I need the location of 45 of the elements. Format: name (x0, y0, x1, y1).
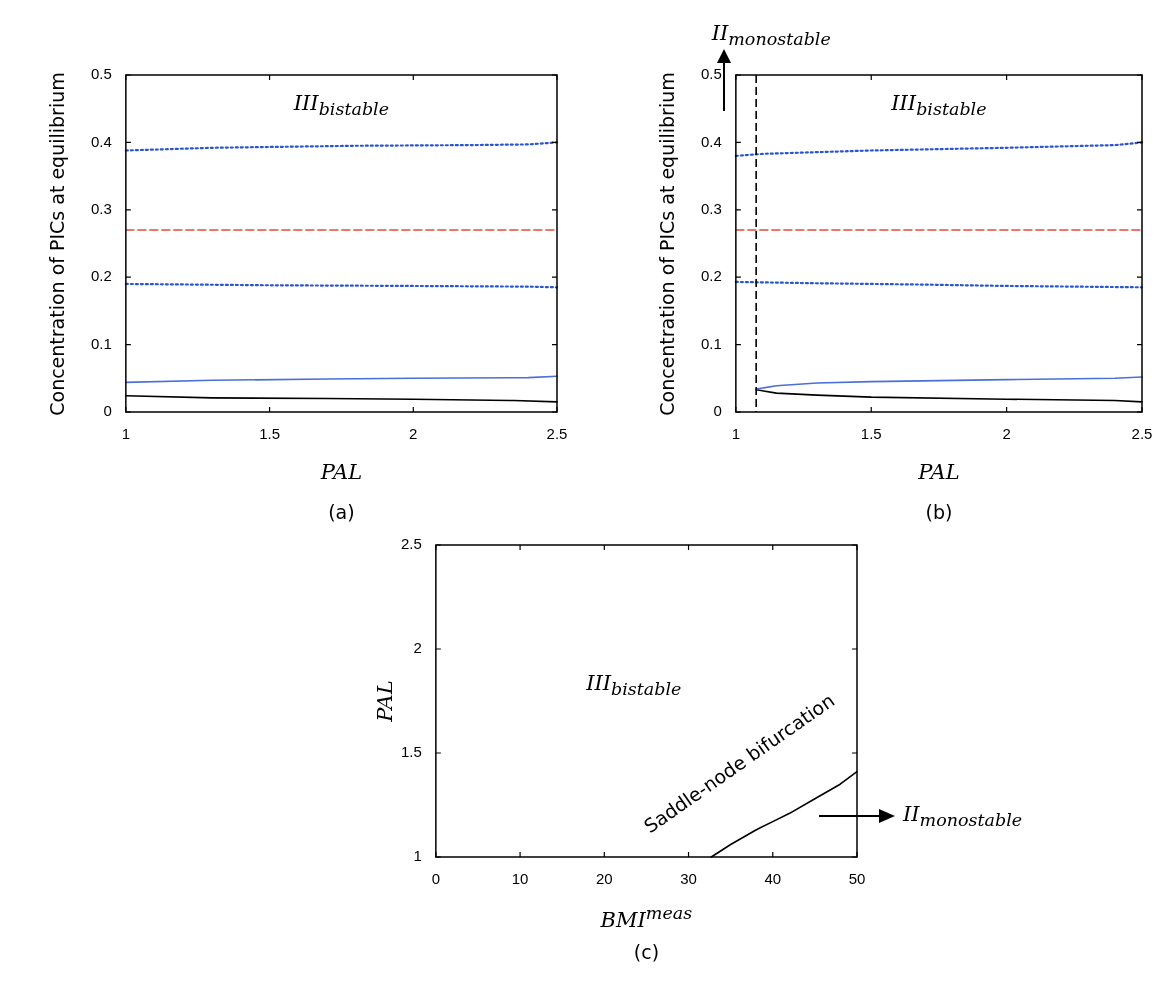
y-tick-label: 1 (413, 847, 422, 865)
x-tick-label: 1 (121, 425, 131, 443)
annotation: III$_{bistable}$ (586, 671, 682, 700)
y-tick-label: 0.2 (700, 267, 722, 285)
y-tick-label: 0.5 (700, 65, 722, 83)
line-series (124, 141, 559, 152)
text: (a) (328, 501, 355, 523)
x-tick-label: 10 (511, 870, 529, 888)
y-tick-label: 0.1 (90, 334, 112, 352)
y-axis-title: PAL (373, 680, 397, 722)
x-tick-label: 50 (848, 870, 866, 888)
x-axis-title: PAL (918, 460, 960, 484)
annotation: III$_{bistable}$ (293, 91, 390, 120)
x-tick-label: 0 (431, 870, 441, 888)
x-tick-label: 40 (764, 870, 782, 888)
x-tick-label: 2.5 (1131, 425, 1153, 443)
y-tick-label: 0.4 (700, 132, 722, 150)
y-tick-label: 1.5 (400, 743, 422, 761)
x-tick-label: 1.5 (259, 425, 280, 443)
x-tick-label: 2 (1002, 425, 1011, 443)
text: II$_{monostable}$ (711, 20, 831, 49)
y-tick-label: 0.5 (90, 65, 112, 83)
y-tick-label: 0.3 (90, 199, 112, 217)
y-tick-label: 0 (103, 402, 112, 420)
x-tick-label: 1.5 (860, 425, 882, 443)
y-tick-label: 0.1 (700, 334, 722, 352)
x-tick-label: 1 (731, 425, 741, 443)
y-axis-title: Concentration of PICs at equilibrium (656, 71, 678, 416)
text: II$_{monostable}$ (903, 802, 1023, 831)
x-tick-label: 30 (680, 870, 697, 888)
y-tick-label: 2 (413, 639, 422, 657)
x-tick-label: 20 (595, 870, 613, 888)
annotation: III$_{bistable}$ (891, 91, 987, 120)
y-tick-label: 0.3 (700, 199, 722, 217)
x-axis-title: BMI$^{meas}$ (600, 902, 693, 932)
y-axis-title: Concentration of PICs at equilibrium (46, 71, 68, 416)
x-axis-title: PAL (320, 460, 363, 484)
y-tick-label: 0 (713, 402, 722, 420)
x-tick-label: 2.5 (546, 425, 568, 443)
text: (c) (633, 941, 660, 963)
y-tick-label: 2.5 (400, 535, 422, 553)
y-tick-label: 0.2 (90, 267, 112, 285)
line-series (734, 141, 1144, 157)
text: (b) (925, 501, 953, 523)
y-tick-label: 0.4 (90, 132, 112, 150)
